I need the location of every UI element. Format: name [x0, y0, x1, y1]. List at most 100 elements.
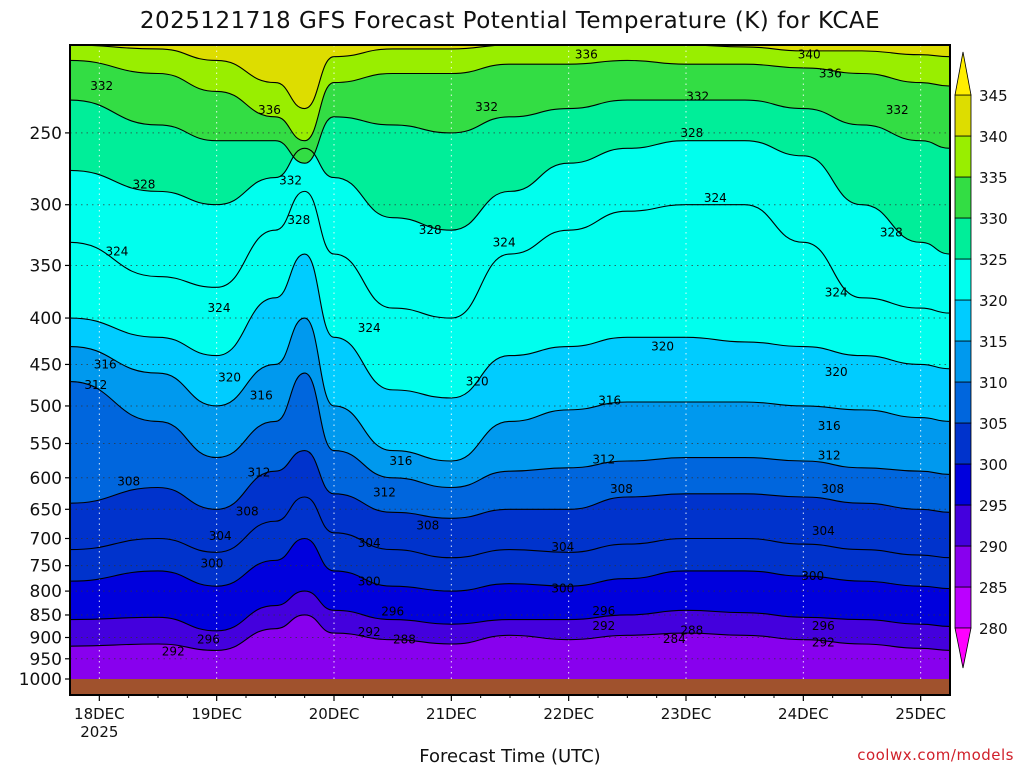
contour-label-312: 312 — [84, 378, 107, 392]
credit-link[interactable]: coolwx.com/models — [857, 746, 1014, 764]
isentrope-336 — [70, 59, 950, 142]
contour-label-332: 332 — [279, 173, 302, 187]
colorbar-label: 330 — [979, 210, 1008, 228]
contour-label-312: 312 — [247, 465, 270, 479]
colorbar-label: 285 — [979, 579, 1008, 597]
colorbar-bottom-arrow — [954, 627, 972, 669]
y-tick-label: 900 — [30, 628, 62, 648]
contour-label-308: 308 — [416, 518, 439, 532]
contour-label-332: 332 — [475, 100, 498, 114]
contour-label-288: 288 — [680, 623, 703, 637]
y-tick-label: 950 — [30, 650, 62, 670]
y-tick-label: 1000 — [19, 670, 62, 690]
contour-label-296: 296 — [812, 619, 835, 633]
y-tick-label: 600 — [30, 469, 62, 489]
x-axis: 18DEC 19DEC 20DEC 21DEC 22DEC 23DEC 24DEC 25DEC… — [74, 695, 946, 741]
contour-label-300: 300 — [551, 582, 574, 596]
contour-label-328: 328 — [132, 178, 155, 192]
contour-label-332: 332 — [686, 90, 709, 104]
contour-label-296: 296 — [592, 604, 615, 618]
contour-label-320: 320 — [218, 370, 241, 384]
contour-label-324: 324 — [358, 321, 381, 335]
y-tick-label: 400 — [30, 309, 62, 329]
contour-label-320: 320 — [466, 375, 489, 389]
colorbar-label: 325 — [979, 251, 1008, 269]
contour-label-308: 308 — [610, 482, 633, 496]
isentrope-308 — [70, 450, 950, 519]
x-tick-label: 22DEC — [543, 705, 594, 723]
x-tick-sublabel: 2025 — [80, 723, 118, 741]
chart-title: 2025121718 GFS Forecast Potential Temper… — [140, 8, 880, 34]
contour-label-304: 304 — [812, 524, 835, 538]
colorbar: 280 285 290 295 300 305 310 315 320 325 330 335 340 3… — [954, 51, 1008, 669]
contour-label-304: 304 — [551, 540, 574, 554]
colorbar-segment — [954, 586, 972, 629]
colorbar-label: 310 — [979, 374, 1008, 392]
contour-label-308: 308 — [236, 505, 259, 519]
contour-label-308: 308 — [821, 482, 844, 496]
contour-label-324: 324 — [208, 301, 231, 315]
x-tick-label: 18DEC — [74, 705, 125, 723]
contour-label-316: 316 — [94, 357, 117, 371]
x-tick-label: 23DEC — [661, 705, 712, 723]
x-tick-label: 19DEC — [191, 705, 242, 723]
contour-label-336: 336 — [819, 66, 842, 80]
contour-label-300: 300 — [801, 569, 824, 583]
colorbar-segment — [954, 299, 972, 342]
colorbar-label: 305 — [979, 415, 1008, 433]
isentrope-312 — [70, 372, 950, 489]
isentrope-292 — [70, 614, 950, 651]
contour-label-316: 316 — [389, 454, 412, 468]
contour-label-312: 312 — [818, 448, 841, 462]
isentrope-332 — [70, 99, 950, 164]
ground-surface — [70, 679, 950, 695]
contour-label-324: 324 — [493, 235, 516, 249]
isentrope-324 — [70, 190, 950, 319]
isentrope-316 — [70, 317, 950, 462]
x-tick-label: 25DEC — [895, 705, 946, 723]
colorbar-label: 280 — [979, 620, 1008, 638]
contour-label-300: 300 — [201, 557, 224, 571]
colorbar-segment — [954, 258, 972, 301]
isentrope-296 — [70, 590, 950, 632]
colorbar-label: 345 — [979, 87, 1008, 105]
contour-label-328: 328 — [287, 213, 310, 227]
y-tick-label: 650 — [30, 500, 62, 520]
colorbar-label: 315 — [979, 333, 1008, 351]
colorbar-segment — [954, 381, 972, 424]
contour-label-304: 304 — [209, 529, 232, 543]
x-tick-label: 21DEC — [426, 705, 477, 723]
colorbar-label: 340 — [979, 128, 1008, 146]
y-tick-label: 700 — [30, 529, 62, 549]
x-axis-label: Forecast Time (UTC) — [419, 746, 600, 767]
colorbar-label: 335 — [979, 169, 1008, 187]
colorbar-label: 320 — [979, 292, 1008, 310]
colorbar-segment — [954, 545, 972, 588]
contour-label-312: 312 — [592, 453, 615, 467]
contour-label-320: 320 — [825, 365, 848, 379]
y-tick-label: 350 — [30, 256, 62, 276]
contour-label-324: 324 — [825, 286, 848, 300]
contour-label-296: 296 — [197, 633, 220, 647]
y-tick-label: 300 — [30, 196, 62, 216]
isentrope-300 — [70, 537, 950, 592]
contour-label-332: 332 — [90, 79, 113, 93]
colorbar-label: 290 — [979, 538, 1008, 556]
colorbar-label: 295 — [979, 497, 1008, 515]
contour-label-332: 332 — [886, 103, 909, 117]
contour-label-328: 328 — [419, 223, 442, 237]
isentrope-contours — [70, 45, 950, 651]
colorbar-segment — [954, 422, 972, 465]
contour-label-300: 300 — [358, 575, 381, 589]
contour-label-288: 288 — [393, 633, 416, 647]
y-tick-label: 450 — [30, 355, 62, 375]
band-above-340 — [70, 45, 950, 109]
isentrope-328 — [70, 140, 950, 255]
contour-label-308: 308 — [117, 475, 140, 489]
contour-label-328: 328 — [880, 226, 903, 240]
contour-label-324: 324 — [704, 191, 727, 205]
isentrope-320 — [70, 253, 950, 399]
contour-labels: 332 336 332 336 340 336 332 332 328 332 328 328 328 3… — [84, 48, 908, 659]
y-tick-label: 500 — [30, 397, 62, 417]
